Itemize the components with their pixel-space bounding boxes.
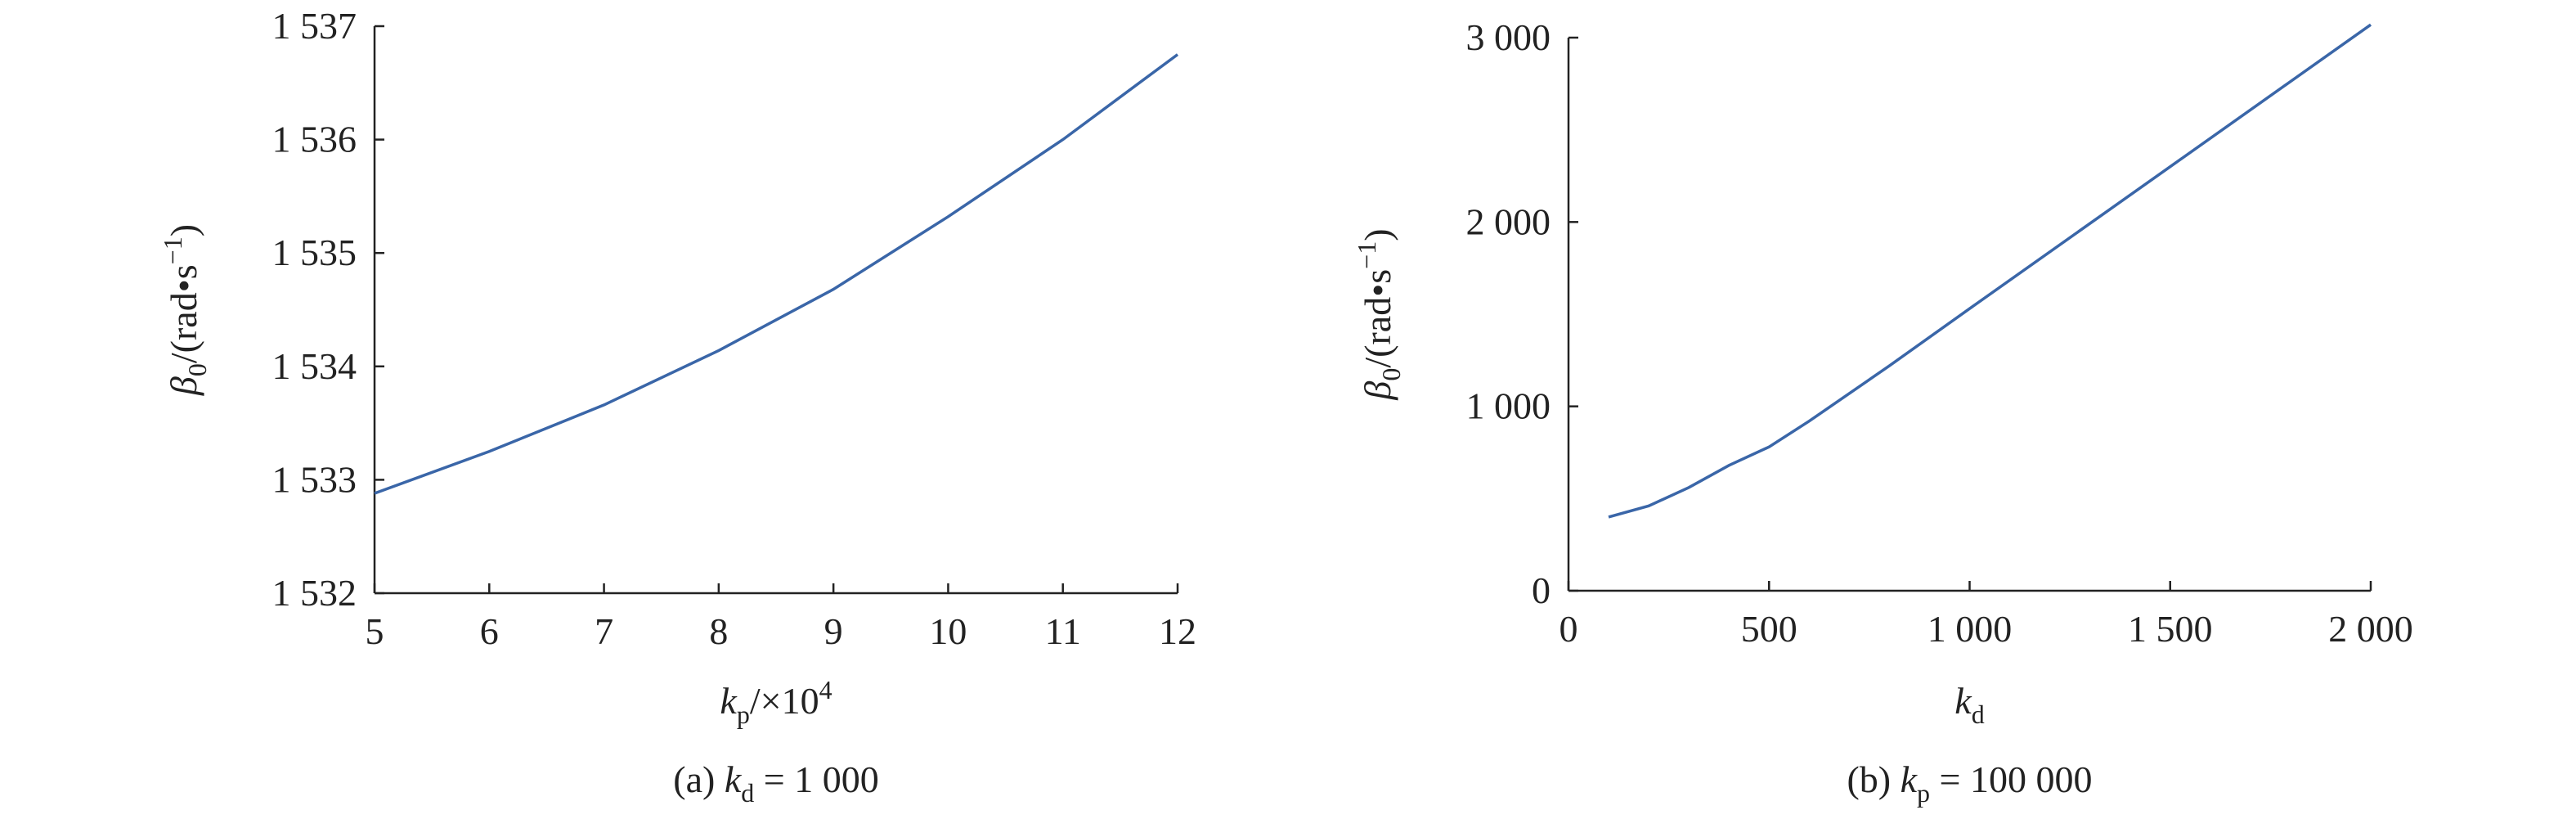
x-tick-label: 12 bbox=[1159, 610, 1196, 652]
y-axis-label-part: 0 bbox=[1376, 368, 1406, 381]
y-tick-label: 3 000 bbox=[1466, 16, 1551, 58]
x-axis-label-part: k bbox=[720, 680, 738, 722]
y-axis-label-part: −1 bbox=[1352, 241, 1381, 269]
caption: (b) kp = 100 000 bbox=[1847, 758, 2092, 808]
x-axis-label: kp/×104 bbox=[720, 675, 832, 729]
caption-part: d bbox=[741, 778, 754, 808]
x-axis-label-part: d bbox=[1972, 700, 1985, 729]
y-tick-label: 1 535 bbox=[272, 232, 357, 273]
x-tick-label: 11 bbox=[1045, 610, 1081, 652]
y-tick-label: 1 533 bbox=[272, 458, 357, 500]
caption-part: = 1 000 bbox=[754, 758, 878, 800]
x-axis-label-part: p bbox=[737, 700, 750, 729]
caption-part: p bbox=[1917, 778, 1930, 808]
caption-part: (b) bbox=[1847, 758, 1900, 800]
y-axis-label-part: ) bbox=[163, 224, 204, 236]
y-tick-label: 1 534 bbox=[272, 345, 357, 387]
x-tick-label: 9 bbox=[824, 610, 843, 652]
x-tick-label: 2 000 bbox=[2328, 608, 2413, 650]
y-axis-label-part: −1 bbox=[158, 236, 187, 264]
y-tick-label: 1 537 bbox=[272, 5, 357, 47]
caption-part: k bbox=[1901, 758, 1919, 800]
caption-part: (a) bbox=[673, 758, 725, 800]
data-line bbox=[1608, 23, 2372, 519]
y-tick-label: 0 bbox=[1532, 569, 1551, 611]
y-axis-label-part: β bbox=[163, 376, 204, 396]
y-tick-label: 1 000 bbox=[1466, 385, 1551, 427]
x-axis-label-part: k bbox=[1954, 680, 1972, 722]
data-line bbox=[374, 53, 1179, 495]
x-tick-label: 1 000 bbox=[1928, 608, 2013, 650]
caption-part: k bbox=[725, 758, 743, 800]
y-axis-label-part: ) bbox=[1357, 228, 1398, 241]
y-tick-label: 1 536 bbox=[272, 119, 357, 160]
y-axis-label-part: /(rad•s bbox=[1357, 269, 1398, 368]
y-axis-label-part: 0 bbox=[182, 363, 212, 376]
y-axis-label-part: /(rad•s bbox=[163, 264, 204, 363]
x-tick-label: 8 bbox=[709, 610, 728, 652]
y-axis-label-part: β bbox=[1357, 381, 1398, 401]
x-tick-label: 10 bbox=[929, 610, 967, 652]
x-tick-label: 0 bbox=[1560, 608, 1578, 650]
x-tick-label: 7 bbox=[595, 610, 613, 652]
x-tick-label: 1 500 bbox=[2128, 608, 2213, 650]
x-tick-label: 6 bbox=[480, 610, 499, 652]
y-axis-label: β0/(rad•s−1) bbox=[1352, 228, 1406, 400]
y-tick-label: 2 000 bbox=[1466, 200, 1551, 242]
caption: (a) kd = 1 000 bbox=[673, 758, 878, 808]
x-axis-label-part: /×10 bbox=[750, 680, 819, 722]
y-axis-label: β0/(rad•s−1) bbox=[158, 224, 212, 396]
x-tick-label: 500 bbox=[1741, 608, 1797, 650]
x-tick-label: 5 bbox=[366, 610, 384, 652]
x-axis-label: kd bbox=[1954, 680, 1984, 729]
caption-part: = 100 000 bbox=[1930, 758, 2092, 800]
y-tick-label: 1 532 bbox=[272, 572, 357, 614]
x-axis-label-part: 4 bbox=[819, 675, 832, 704]
